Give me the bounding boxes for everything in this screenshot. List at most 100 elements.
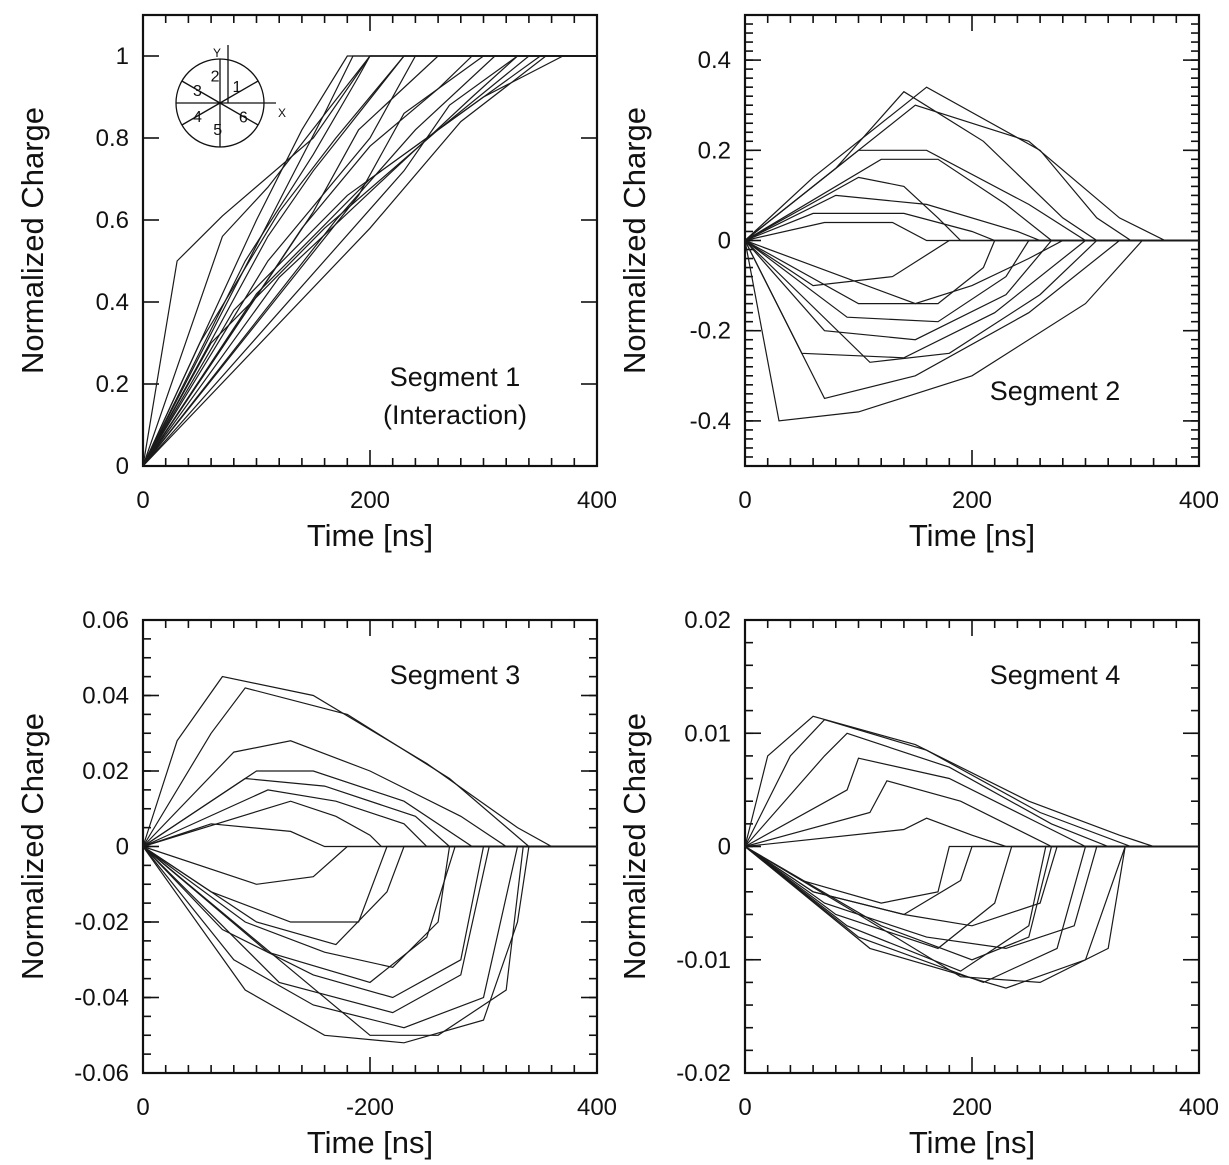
- y-tick-label: -0.02: [74, 909, 129, 936]
- x-tick-label: 0: [738, 487, 751, 514]
- y-tick-label: 0.06: [82, 607, 129, 634]
- segment-number-label: 4: [193, 109, 202, 126]
- segment-annotation: Segment 2: [990, 376, 1121, 406]
- series-line: [142, 845, 597, 1036]
- x-tick-label: 400: [1179, 1094, 1219, 1121]
- series-line: [142, 55, 597, 467]
- series-line: [142, 55, 597, 467]
- segment-number-label: 1: [233, 79, 242, 96]
- series-line: [142, 55, 597, 467]
- series-line: [142, 55, 597, 467]
- series-line: [744, 221, 1199, 242]
- x-tick-label: 400: [577, 1094, 617, 1121]
- segment-divider: [181, 80, 221, 104]
- x-tick-label: 0: [738, 1094, 751, 1121]
- series-line: [744, 845, 1199, 950]
- x-tick-label: -200: [346, 1094, 394, 1121]
- y-tick-label: 0.02: [82, 758, 129, 785]
- y-tick-label: 0.4: [698, 47, 731, 74]
- series-line: [142, 55, 597, 467]
- x-tick-label: 0: [136, 1094, 149, 1121]
- series-line: [744, 239, 1199, 400]
- x-tick-label: 400: [577, 487, 617, 514]
- segment-divider: [219, 80, 259, 104]
- series-line: [744, 845, 1199, 916]
- y-tick-label: -0.4: [690, 408, 731, 435]
- series-line: [142, 55, 597, 467]
- segment-number-label: 2: [211, 68, 220, 85]
- segment-annotation: (Interaction): [383, 400, 527, 430]
- segment-annotation: Segment 3: [390, 660, 521, 690]
- series-line: [744, 239, 1199, 341]
- y-axis-title: Normalized Charge: [15, 713, 50, 980]
- series-line: [142, 55, 597, 467]
- x-axis-title: Time [ns]: [307, 518, 433, 553]
- x-tick-label: 200: [350, 487, 390, 514]
- y-tick-label: 0.8: [96, 125, 129, 152]
- series-line: [142, 845, 597, 1029]
- series-line: [142, 789, 597, 848]
- y-tick-label: 0.4: [96, 289, 129, 316]
- y-tick-label: 0.2: [96, 371, 129, 398]
- series-line: [142, 55, 597, 467]
- series-line: [142, 55, 597, 467]
- y-axis-title: Normalized Charge: [617, 713, 652, 980]
- y-tick-label: 0: [718, 228, 731, 255]
- series-line: [744, 239, 1199, 305]
- series-line: [142, 55, 597, 467]
- detector-segment-diagram: 123 456 Y X: [175, 45, 286, 148]
- series-line: [744, 845, 1199, 984]
- x-axis-title: Time [ns]: [307, 1125, 433, 1160]
- series-line: [744, 817, 1199, 848]
- chart-panel-segment-2: -0.4 -0.2 0 0.2 0.4 0 200 400 Time [ns] Normalize…: [617, 13, 1219, 553]
- y-tick-label: -0.01: [676, 947, 731, 974]
- y-tick-label: 0.6: [96, 207, 129, 234]
- segment-number-label: 5: [213, 122, 222, 139]
- segment-number-label: 6: [239, 110, 248, 127]
- series-line: [142, 55, 597, 467]
- y-axis-title: Normalized Charge: [617, 107, 652, 374]
- series-line: [744, 845, 1199, 961]
- segment-annotation: Segment 4: [990, 660, 1121, 690]
- series-line: [142, 845, 597, 885]
- y-tick-label: 0.02: [684, 607, 731, 634]
- segment-divider: [219, 102, 259, 126]
- chart-panel-segment-4: -0.02 -0.01 0 0.01 0.02 0 200 400 Time [ns] Norma…: [617, 607, 1219, 1160]
- y-tick-label: 0: [718, 834, 731, 861]
- inset-x-label: X: [278, 106, 286, 120]
- segment-annotation: Segment 1: [390, 362, 521, 392]
- series-line: [744, 845, 1199, 984]
- series-line: [744, 104, 1199, 242]
- series-line: [142, 675, 597, 848]
- x-tick-label: 0: [136, 487, 149, 514]
- series-line: [142, 55, 597, 467]
- chart-panel-segment-1: 0 0.2 0.4 0.6 0.8 1 0 200 400 Time [ns] Normalized…: [15, 13, 617, 553]
- x-axis-title: Time [ns]: [909, 1125, 1035, 1160]
- series-line: [744, 239, 1199, 305]
- chart-panel-segment-3: -0.06 -0.04 -0.02 0 0.02 0.04 0.06 0 -200 400 Time…: [15, 607, 617, 1160]
- series-line: [744, 757, 1199, 848]
- series-line: [142, 845, 597, 1044]
- x-tick-label: 200: [952, 1094, 992, 1121]
- series-line: [744, 780, 1199, 848]
- series-line: [744, 845, 1199, 972]
- series-line: [142, 55, 597, 467]
- segment-number-label: 3: [193, 83, 202, 100]
- series-line: [142, 55, 597, 467]
- series-line: [744, 845, 1199, 989]
- series-line: [142, 845, 597, 968]
- y-tick-label: 0.04: [82, 683, 129, 710]
- y-axis-title: Normalized Charge: [15, 107, 50, 374]
- y-tick-label: -0.04: [74, 985, 129, 1012]
- y-tick-label: 0: [116, 834, 129, 861]
- series-line: [744, 715, 1199, 848]
- series-line: [142, 845, 597, 1014]
- series-line: [744, 239, 1199, 422]
- x-axis-title: Time [ns]: [909, 518, 1035, 553]
- y-tick-label: 1: [116, 43, 129, 70]
- series-line: [744, 149, 1199, 242]
- series-line: [744, 845, 1199, 904]
- series-line: [142, 845, 597, 923]
- y-tick-label: 0: [116, 453, 129, 480]
